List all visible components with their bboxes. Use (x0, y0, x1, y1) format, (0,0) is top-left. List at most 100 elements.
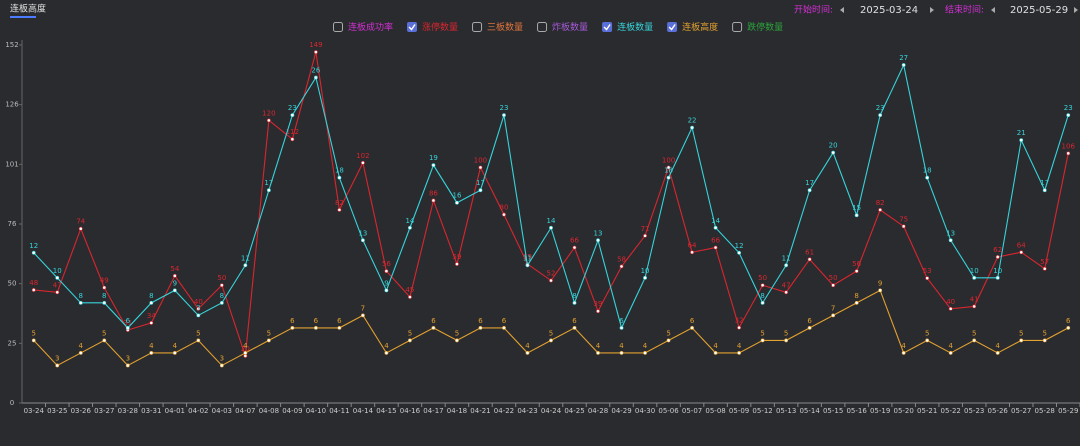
data-label: 5 (760, 329, 764, 337)
x-tick-label: 05-22 (941, 407, 961, 415)
data-label: 5 (972, 329, 976, 337)
data-label: 5 (102, 329, 106, 337)
x-tick-label: 05-28 (1035, 407, 1055, 415)
data-point (196, 313, 201, 318)
data-label: 5 (267, 329, 271, 337)
data-label: 54 (170, 265, 179, 273)
legend-checkbox[interactable] (407, 22, 418, 32)
data-label: 32 (735, 317, 744, 325)
data-point (948, 238, 953, 243)
legend-label[interactable]: 连板数量 (617, 21, 653, 33)
data-point (384, 269, 389, 274)
data-label: 4 (948, 342, 953, 350)
data-label: 21 (1017, 129, 1026, 137)
data-point (502, 325, 506, 330)
data-point (1066, 325, 1071, 330)
data-point (149, 300, 154, 305)
data-label: 8 (102, 292, 106, 300)
data-point (455, 338, 459, 343)
data-point (925, 338, 930, 343)
data-point (596, 309, 600, 314)
data-point (995, 351, 1000, 355)
data-label: 66 (711, 237, 720, 245)
tab[interactable]: 连板高度 (10, 3, 46, 15)
legend-checkbox[interactable] (602, 22, 613, 32)
legend-label[interactable]: 跌停数量 (747, 21, 783, 33)
data-point (313, 50, 318, 54)
data-point (455, 262, 459, 266)
data-point (596, 238, 600, 243)
x-tick-label: 05-23 (964, 407, 984, 415)
data-point (737, 250, 741, 255)
data-label: 12 (29, 242, 38, 250)
data-label: 13 (946, 229, 955, 237)
y-tick-label: 126 (5, 101, 19, 109)
data-label: 3 (126, 354, 130, 362)
next-arrow[interactable] (930, 7, 934, 13)
data-point (1019, 250, 1024, 255)
data-point (925, 276, 930, 281)
data-point (361, 160, 365, 165)
data-point (807, 188, 812, 193)
legend-label[interactable]: 连板高度 (682, 21, 718, 33)
legend-label[interactable]: 炸板数量 (552, 21, 588, 33)
data-point (666, 175, 671, 180)
legend-checkbox[interactable] (732, 22, 743, 32)
legend-checkbox[interactable] (537, 22, 548, 32)
prev-arrow[interactable] (840, 7, 844, 13)
data-label: 16 (452, 192, 461, 200)
data-point (713, 351, 718, 355)
data-point (408, 295, 412, 299)
data-label: 10 (993, 267, 1002, 275)
data-label: 11 (782, 254, 791, 262)
data-point (619, 325, 624, 330)
x-tick-label: 04-10 (306, 407, 326, 415)
data-label: 10 (53, 267, 62, 275)
data-point (149, 321, 154, 325)
data-label: 4 (243, 342, 248, 350)
legend-label[interactable]: 连板成功率 (348, 21, 393, 33)
x-tick-label: 05-26 (988, 407, 1009, 415)
data-label: 17 (476, 179, 485, 187)
prev-arrow[interactable] (991, 7, 995, 13)
data-label: 100 (662, 156, 675, 164)
data-label: 34 (147, 312, 156, 320)
data-label: 9 (878, 279, 882, 287)
x-tick-label: 05-27 (1011, 407, 1031, 415)
x-tick-label: 05-14 (799, 407, 820, 415)
data-point (337, 175, 342, 180)
data-label: 64 (688, 241, 697, 249)
x-tick-label: 04-03 (212, 407, 232, 415)
data-label: 59 (452, 253, 461, 261)
data-point (102, 300, 107, 305)
data-label: 47 (53, 281, 62, 289)
x-tick-label: 05-19 (870, 407, 890, 415)
legend-checkbox[interactable] (472, 22, 483, 32)
data-label: 74 (76, 218, 85, 226)
data-point (784, 263, 789, 268)
legend-checkbox[interactable] (667, 22, 678, 32)
data-label: 82 (876, 199, 885, 207)
data-label: 6 (572, 317, 577, 325)
data-label: 48 (29, 279, 38, 287)
legend-checkbox[interactable] (333, 22, 343, 32)
data-label: 4 (79, 342, 84, 350)
data-label: 4 (713, 342, 718, 350)
data-label: 8 (854, 292, 858, 300)
legend-check (603, 24, 611, 31)
x-tick-label: 04-14 (353, 407, 374, 415)
data-point (972, 275, 977, 280)
data-label: 14 (711, 217, 720, 225)
end-date[interactable]: 2025-05-29 (1010, 5, 1068, 16)
end-label: 结束时间: (945, 4, 984, 16)
legend-label[interactable]: 三板数量 (487, 21, 523, 33)
data-point (196, 306, 201, 311)
x-tick-label: 04-23 (517, 407, 537, 415)
data-point (384, 288, 389, 293)
next-arrow[interactable] (1074, 7, 1078, 13)
data-point (972, 304, 977, 309)
start-date[interactable]: 2025-03-24 (860, 5, 918, 16)
data-point (455, 200, 459, 205)
legend-label[interactable]: 涨停数量 (422, 21, 458, 33)
data-point (243, 351, 248, 355)
